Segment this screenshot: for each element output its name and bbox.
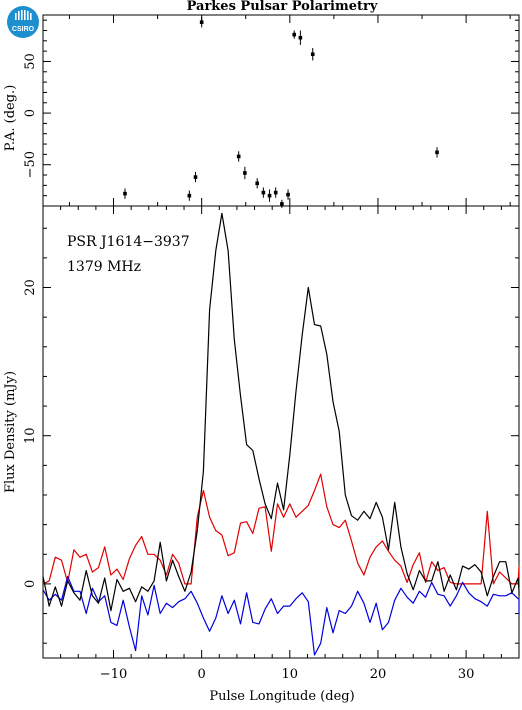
pulsar-name-label: PSR J1614−3937 bbox=[67, 234, 190, 250]
csiro-logo-bars-icon bbox=[15, 10, 32, 20]
flux-series-circular bbox=[42, 575, 520, 656]
flux-x-tick-label: 0 bbox=[198, 667, 206, 682]
pa-data-point bbox=[243, 171, 247, 175]
pa-y-tick-label: 50 bbox=[23, 53, 38, 70]
chart-title: Parkes Pulsar Polarimetry bbox=[187, 0, 378, 14]
flux-y-tick-label: 10 bbox=[23, 427, 38, 444]
flux-panel-ticks: 0 10 20 −10 0 10 20 30 bbox=[23, 206, 520, 682]
pa-y-tick-label: −50 bbox=[23, 151, 38, 178]
pa-panel-frame bbox=[42, 14, 520, 207]
flux-series-total bbox=[42, 212, 520, 612]
pa-data-point bbox=[236, 154, 241, 159]
pa-data-point bbox=[255, 181, 259, 186]
pa-data-point bbox=[193, 175, 198, 179]
pa-data-points bbox=[123, 17, 439, 209]
pa-data-point bbox=[286, 192, 290, 197]
pa-data-point bbox=[261, 190, 266, 195]
pa-data-point bbox=[298, 35, 303, 40]
flux-panel-frame bbox=[42, 205, 520, 659]
pa-data-point bbox=[273, 190, 278, 195]
flux-y-tick-label: 0 bbox=[23, 580, 38, 588]
pa-data-point bbox=[267, 193, 272, 198]
pa-data-point bbox=[280, 202, 284, 206]
flux-x-tick-label: 20 bbox=[370, 667, 387, 682]
csiro-logo: CSIRO bbox=[7, 6, 39, 38]
pa-data-point bbox=[123, 191, 127, 196]
flux-axis-label: Flux Density (mJy) bbox=[3, 371, 18, 493]
csiro-logo-badge bbox=[7, 6, 39, 38]
pa-axis-label: P.A. (deg.) bbox=[3, 85, 18, 152]
pa-panel-ticks: −50 0 50 bbox=[23, 15, 519, 206]
pa-data-point bbox=[292, 32, 297, 37]
flux-x-tick-label: −10 bbox=[100, 667, 127, 682]
pa-data-point bbox=[435, 150, 439, 155]
pa-y-tick-label: 0 bbox=[23, 109, 38, 117]
pa-data-point bbox=[310, 52, 315, 57]
x-axis-label: Pulse Longitude (deg) bbox=[209, 689, 354, 704]
flux-x-tick-label: 30 bbox=[458, 667, 475, 682]
flux-x-tick-label: 10 bbox=[282, 667, 299, 682]
csiro-logo-text: CSIRO bbox=[12, 26, 35, 33]
flux-y-tick-label: 20 bbox=[23, 279, 38, 296]
flux-series-lines bbox=[42, 212, 520, 656]
flux-series-linear bbox=[42, 473, 520, 585]
pa-data-point bbox=[199, 20, 204, 25]
frequency-label: 1379 MHz bbox=[67, 259, 141, 275]
pa-data-point bbox=[187, 193, 192, 198]
